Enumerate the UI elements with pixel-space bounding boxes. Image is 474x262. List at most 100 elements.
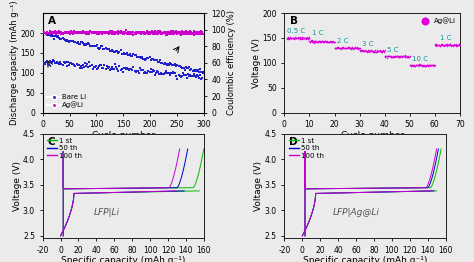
Point [331,46,339,50]
Point [414,63,421,68]
Point [183,66,191,70]
Point [341,46,348,50]
Point [137,56,145,60]
Point [200,70,207,75]
Point [408,63,416,67]
Point [446,42,453,47]
Point [398,55,406,59]
Point [46,29,54,34]
Point [319,40,327,44]
Point [404,54,412,58]
Point [133,55,140,59]
Point [177,65,184,69]
Point [318,39,325,43]
Point [173,31,180,35]
Point [297,37,304,41]
Point [141,32,149,36]
Point [362,49,369,53]
Point [136,30,144,35]
Point [299,35,306,39]
Point [289,36,296,40]
Point [140,71,148,75]
Point [139,31,147,35]
Point [137,32,145,36]
Point [415,63,423,68]
Point [180,66,188,70]
Point [400,54,407,58]
Point [283,37,291,41]
Point [137,68,145,72]
Point [444,43,451,48]
Point [187,29,194,33]
Point [361,48,369,52]
Point [315,40,322,44]
Point [184,72,192,76]
Point [123,51,131,55]
Point [395,54,403,58]
Point [168,31,176,35]
Text: LFP|Li: LFP|Li [94,208,120,217]
Point [320,39,328,43]
Legend: 1 st, 50 th, 100 th: 1 st, 50 th, 100 th [288,137,325,159]
Point [330,39,338,43]
Point [450,42,458,46]
Point [314,39,322,43]
Point [123,31,131,35]
Point [301,36,309,40]
Point [40,31,48,36]
Point [379,48,387,53]
Point [50,59,58,63]
Point [88,30,95,34]
Point [179,31,187,35]
Point [153,30,161,34]
Point [439,43,447,47]
Point [199,32,206,36]
Point [131,69,138,73]
Point [382,54,389,58]
Point [446,43,454,47]
Point [289,36,297,40]
Point [70,62,77,66]
Point [337,46,345,51]
Point [124,53,132,57]
Text: 3 C: 3 C [362,41,374,47]
Point [179,66,187,70]
Point [297,36,305,40]
Point [119,32,127,36]
Point [337,46,344,50]
Point [422,63,430,68]
Point [401,54,408,58]
Point [329,40,337,44]
Point [63,63,71,68]
Point [61,30,68,34]
Point [110,31,118,35]
Point [140,31,148,36]
Point [433,43,441,47]
Point [428,63,436,67]
Point [399,54,407,58]
Point [58,62,65,66]
Point [139,31,147,35]
Point [442,42,450,46]
Point [82,43,90,48]
Point [72,30,79,35]
Point [413,63,421,68]
Point [450,43,457,47]
Point [181,73,189,77]
Point [128,67,135,71]
Point [61,38,68,42]
Point [387,54,394,58]
Point [361,49,368,53]
Point [100,30,107,34]
Point [131,53,138,57]
Point [383,54,391,58]
Point [416,63,424,67]
Point [384,53,392,58]
Point [366,49,374,53]
Point [393,54,401,58]
Point [63,30,71,34]
Point [137,30,145,34]
Point [43,60,50,64]
Point [326,39,334,43]
Point [55,31,63,35]
